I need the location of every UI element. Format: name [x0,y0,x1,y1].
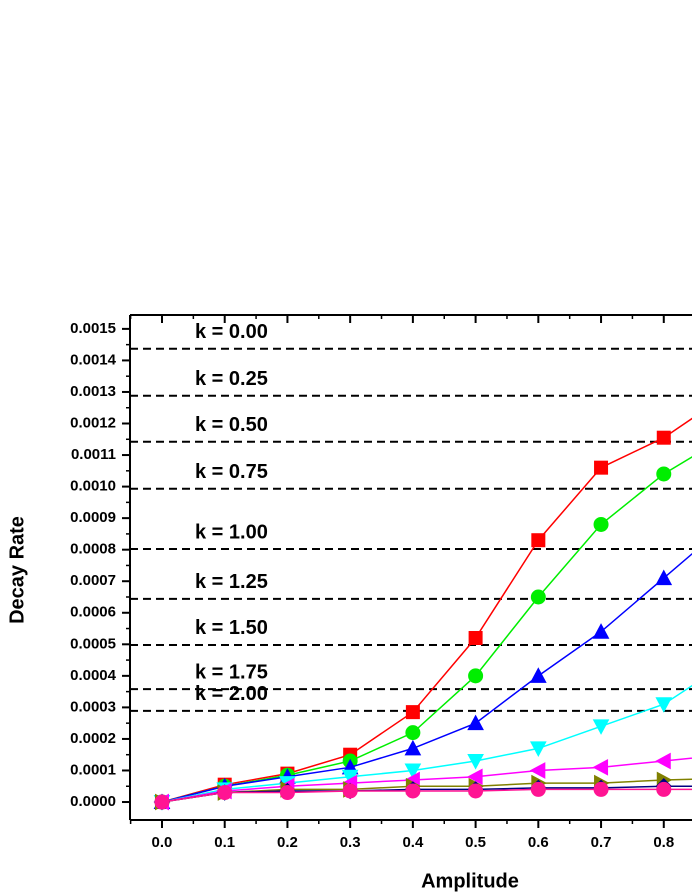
marker [530,589,546,605]
marker [592,758,609,776]
marker [594,460,609,475]
marker [656,430,671,445]
marker [467,754,484,770]
marker [468,630,483,645]
y-axis-title: Decay Rate [6,516,28,624]
marker [656,781,672,797]
marker [529,667,547,683]
marker [468,668,484,684]
y-tick-label: 0.0014 [70,351,117,368]
x-tick-label: 0.8 [653,834,674,851]
x-axis-title: Amplitude [421,870,519,892]
marker [279,785,295,801]
y-tick-label: 0.0007 [70,572,116,589]
y-tick-label: 0.0003 [70,698,116,715]
marker [529,741,547,757]
y-tick-label: 0.0015 [70,320,116,337]
marker [154,794,170,810]
x-tick-label: 0.3 [340,834,361,851]
threshold-label: k = 1.50 [195,617,268,639]
x-tick-label: 0.5 [465,834,486,851]
series-line [161,785,692,803]
series-line [161,788,692,803]
threshold-label: k = 0.25 [195,368,268,390]
threshold-label: k = 1.25 [195,571,268,593]
x-tick-label: 0.2 [277,834,298,851]
x-tick-label: 0.0 [152,834,173,851]
marker [405,783,421,799]
series-line [161,757,692,803]
series [154,781,692,810]
series-line [161,778,692,803]
series-line [161,456,692,803]
x-tick-label: 0.6 [528,834,549,851]
marker [404,763,422,780]
y-tick-label: 0.0005 [70,635,116,652]
marker [655,697,673,713]
marker [467,714,484,731]
y-tick-label: 0.0009 [70,509,116,526]
marker [530,781,546,797]
threshold-label: k = 1.75 [195,661,268,683]
y-tick-label: 0.0001 [70,761,116,778]
marker [405,705,420,720]
marker [467,768,483,786]
threshold-label: k = 1.00 [195,521,268,543]
y-tick-label: 0.0013 [70,383,116,400]
x-tick-label: 0.4 [402,834,424,851]
series-line [161,552,692,803]
threshold-label: k = 0.75 [195,461,268,483]
marker [593,516,609,532]
marker [655,569,673,586]
y-tick-label: 0.0000 [70,793,116,810]
y-tick-label: 0.0002 [70,730,116,747]
threshold-label: k = 0.00 [195,321,268,343]
marker [405,725,421,741]
marker [217,785,233,801]
series [153,752,692,811]
marker [529,762,546,779]
y-tick-label: 0.0011 [71,446,116,463]
x-tick-label: 0.1 [214,834,235,851]
y-tick-label: 0.0008 [70,541,116,558]
marker [593,781,609,797]
threshold-label: k = 0.50 [195,414,268,436]
y-tick-label: 0.0012 [70,414,116,431]
marker [531,533,546,548]
marker [342,783,358,799]
series-line [161,417,692,803]
series-line [161,684,692,803]
marker [404,739,422,756]
marker [592,719,610,735]
y-tick-label: 0.0006 [70,604,116,621]
y-tick-label: 0.0004 [70,667,117,684]
marker [656,466,672,482]
threshold-label: k = 2.00 [195,683,268,705]
marker [655,752,671,770]
x-tick-label: 0.7 [591,834,612,851]
y-tick-label: 0.0010 [70,478,116,495]
marker [468,783,484,799]
marker [592,623,610,639]
